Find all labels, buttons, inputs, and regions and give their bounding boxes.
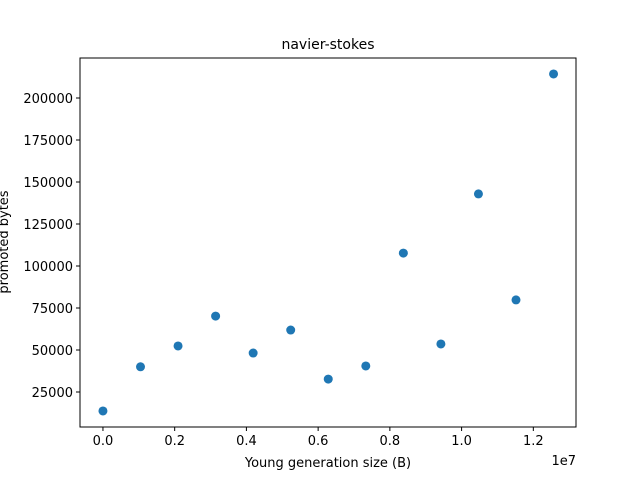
point: [136, 362, 146, 372]
y-tick-label: 125000: [23, 218, 73, 233]
x-tick-label: 0.6: [308, 434, 329, 449]
plot-frame: [79, 57, 577, 428]
x-tick-label: 1.2: [523, 434, 544, 449]
y-tick-label: 175000: [23, 134, 73, 149]
x-tick-label: 0.2: [164, 434, 185, 449]
y-tick-label: 100000: [23, 260, 73, 275]
x-tick-label: 0.8: [380, 434, 401, 449]
y-tick-label: 200000: [23, 92, 73, 107]
point: [398, 248, 408, 258]
point: [436, 339, 446, 349]
x-offset-label: 1e7: [551, 454, 576, 469]
x-tick-label: 0.0: [93, 434, 114, 449]
chart-title: navier-stokes: [281, 37, 374, 53]
x-tick-label: 0.4: [236, 434, 257, 449]
y-axis-label: promoted bytes: [0, 190, 12, 293]
point: [473, 189, 483, 199]
point: [211, 311, 221, 321]
point: [549, 69, 559, 79]
point: [323, 374, 333, 384]
point: [361, 361, 371, 371]
y-tick-label: 50000: [32, 344, 73, 359]
point: [511, 295, 521, 305]
point: [248, 348, 258, 358]
point: [173, 341, 183, 351]
point: [286, 325, 296, 335]
y-tick-label: 150000: [23, 176, 73, 191]
x-axis-label: Young generation size (B): [244, 456, 411, 471]
x-tick-label: 1.0: [451, 434, 472, 449]
y-tick-label: 25000: [32, 386, 73, 401]
point: [98, 406, 108, 416]
y-tick-label: 75000: [32, 302, 73, 317]
